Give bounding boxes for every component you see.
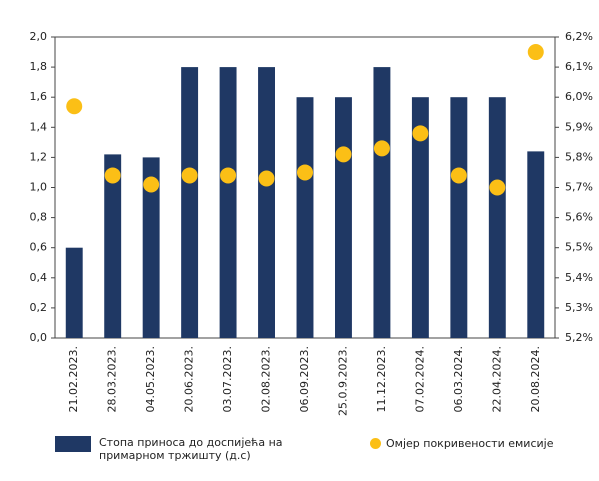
legend-item: Омјер покривености емисије xyxy=(370,437,553,450)
bar xyxy=(104,154,122,338)
dot xyxy=(412,125,429,142)
dot xyxy=(297,164,313,181)
bar xyxy=(450,97,468,338)
x-tick-label: 20.06.2023. xyxy=(183,346,196,412)
bar xyxy=(181,67,199,338)
y2-tick-label: 6,0% xyxy=(565,90,593,103)
y-tick-label: 0,4 xyxy=(30,271,48,284)
y-tick-label: 0,6 xyxy=(30,241,48,254)
y2-tick-label: 6,2% xyxy=(565,30,593,43)
y2-tick-label: 5,9% xyxy=(565,120,593,133)
bar xyxy=(219,67,237,338)
legend-swatch xyxy=(370,438,381,449)
y-tick-label: 1,4 xyxy=(30,120,48,133)
dot xyxy=(258,170,275,187)
bar xyxy=(142,157,160,338)
y2-tick-label: 5,7% xyxy=(565,181,593,194)
dot xyxy=(143,176,160,193)
y-tick-label: 1,2 xyxy=(30,150,48,163)
x-tick-label: 02.08.2023. xyxy=(260,346,273,412)
x-tick-label: 20.08.2024. xyxy=(529,346,542,412)
legend-swatch xyxy=(55,436,91,452)
legend-label: Стопа приноса до доспијећа на примарном … xyxy=(99,436,283,462)
bar xyxy=(488,97,506,338)
x-tick-label: 07.02.2024. xyxy=(413,346,426,412)
y-tick-label: 1,8 xyxy=(30,60,48,73)
x-tick-label: 03.07.2023. xyxy=(221,346,234,412)
y-tick-label: 1,0 xyxy=(30,181,48,194)
y2-tick-label: 5,5% xyxy=(565,241,593,254)
x-tick-label: 04.05.2023. xyxy=(144,346,157,412)
y-tick-label: 0,8 xyxy=(30,211,48,224)
dot xyxy=(527,44,544,61)
dot xyxy=(66,98,83,115)
x-tick-label: 21.02.2023. xyxy=(67,346,80,412)
legend-item: Стопа приноса до доспијећа на примарном … xyxy=(55,436,305,462)
bar xyxy=(335,97,352,338)
bar xyxy=(373,67,391,338)
y2-tick-label: 5,2% xyxy=(565,331,593,344)
y-tick-label: 1,6 xyxy=(30,90,48,103)
dot xyxy=(181,167,198,184)
dot xyxy=(450,167,467,184)
dot xyxy=(220,167,237,184)
y2-tick-label: 5,6% xyxy=(565,211,593,224)
y-tick-label: 0,2 xyxy=(30,301,48,314)
y2-tick-label: 5,3% xyxy=(565,301,593,314)
x-tick-label: 25.0.9.2023. xyxy=(336,346,349,416)
dot xyxy=(335,146,352,163)
x-tick-label: 06.03.2024. xyxy=(452,346,465,412)
bar xyxy=(258,67,275,338)
y2-tick-label: 6,1% xyxy=(565,60,593,73)
x-tick-label: 06.09.2023. xyxy=(298,346,311,412)
y-tick-label: 2,0 xyxy=(30,30,48,43)
bar xyxy=(296,97,314,338)
dot xyxy=(373,140,390,157)
dot xyxy=(489,179,506,196)
bar xyxy=(411,97,429,338)
bar xyxy=(65,247,83,338)
dot xyxy=(104,167,121,184)
bar xyxy=(527,151,545,338)
y2-tick-label: 5,4% xyxy=(565,271,593,284)
x-tick-label: 11.12.2023. xyxy=(375,346,388,412)
y-tick-label: 0,0 xyxy=(30,331,48,344)
x-tick-label: 22.04.2024. xyxy=(490,346,503,412)
x-tick-label: 28.03.2023. xyxy=(106,346,119,412)
y2-tick-label: 5,8% xyxy=(565,150,593,163)
legend-label: Омјер покривености емисије xyxy=(386,437,554,450)
